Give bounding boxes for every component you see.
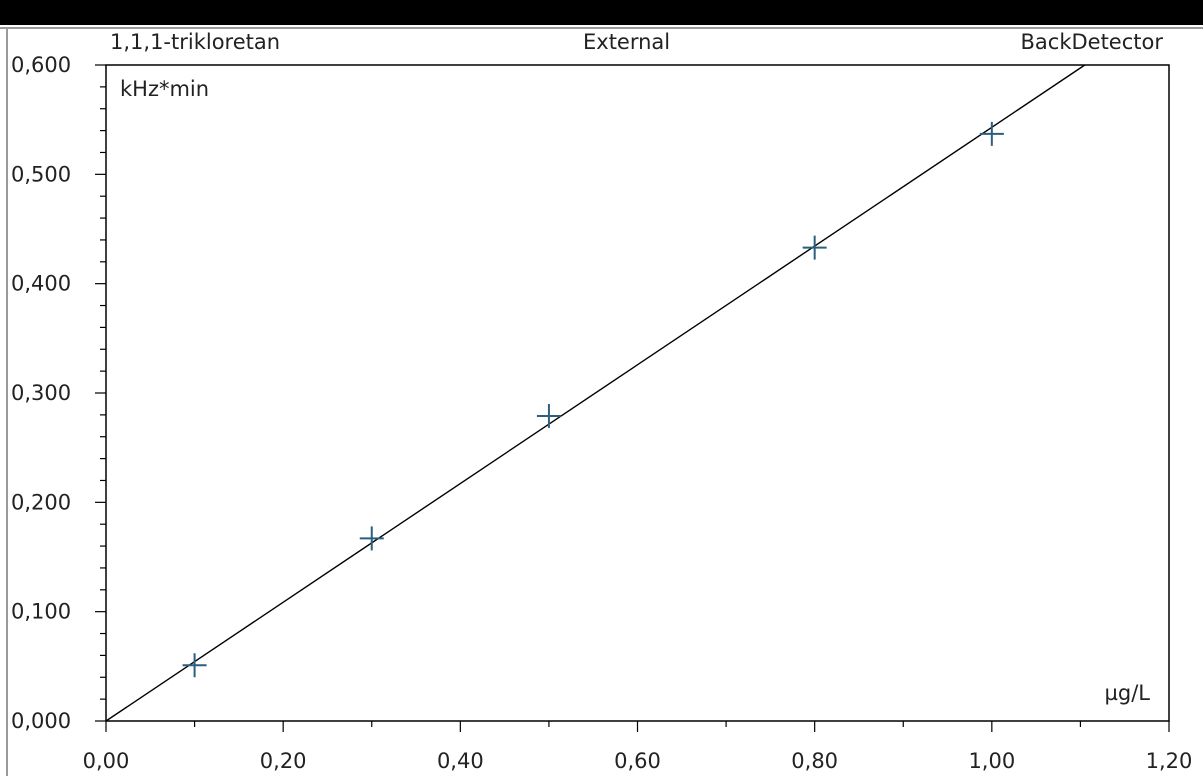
window-top-bar [0, 0, 1203, 25]
detector-name: BackDetector [1020, 30, 1164, 54]
calibration-type: External [583, 30, 671, 54]
y-tick-labels: 0,000 0,100 0,200 0,300 0,400 0,500 0,600 [11, 53, 71, 733]
data-point [182, 653, 207, 678]
y-unit-label: kHz*min [120, 77, 209, 101]
y-tick-label: 0,500 [11, 162, 71, 186]
y-tick-label: 0,600 [11, 53, 71, 77]
fit-line-layer [105, 64, 1086, 722]
data-point [536, 403, 561, 428]
x-tick-label: 0,00 [83, 749, 130, 773]
y-tick-label: 0,400 [11, 272, 71, 296]
x-tick-label: 0,60 [614, 749, 661, 773]
y-tick-label: 0,100 [11, 600, 71, 624]
y-tick-label: 0,300 [11, 381, 71, 405]
fit-line [105, 64, 1086, 722]
data-point [979, 121, 1004, 146]
x-tick-label: 1,00 [968, 749, 1015, 773]
y-tick-label: 0,000 [11, 709, 71, 733]
x-unit-label: µg/L [1105, 681, 1151, 705]
x-tick-label: 0,40 [437, 749, 484, 773]
y-tick-label: 0,200 [11, 490, 71, 514]
data-point [802, 235, 827, 260]
frame-top-rule [0, 27, 1203, 29]
x-tick-label: 0,20 [260, 749, 307, 773]
data-points [182, 121, 1004, 678]
data-point [359, 526, 384, 551]
frame-left-rule [6, 27, 8, 776]
compound-name: 1,1,1-trikloretan [110, 30, 281, 54]
axis-ticks [95, 64, 1170, 732]
plot-area [105, 64, 1170, 722]
x-tick-label: 0,80 [791, 749, 838, 773]
x-tick-label: 1,20 [1146, 749, 1193, 773]
x-tick-labels: 0,00 0,20 0,40 0,60 0,80 1,00 1,20 [83, 749, 1193, 773]
